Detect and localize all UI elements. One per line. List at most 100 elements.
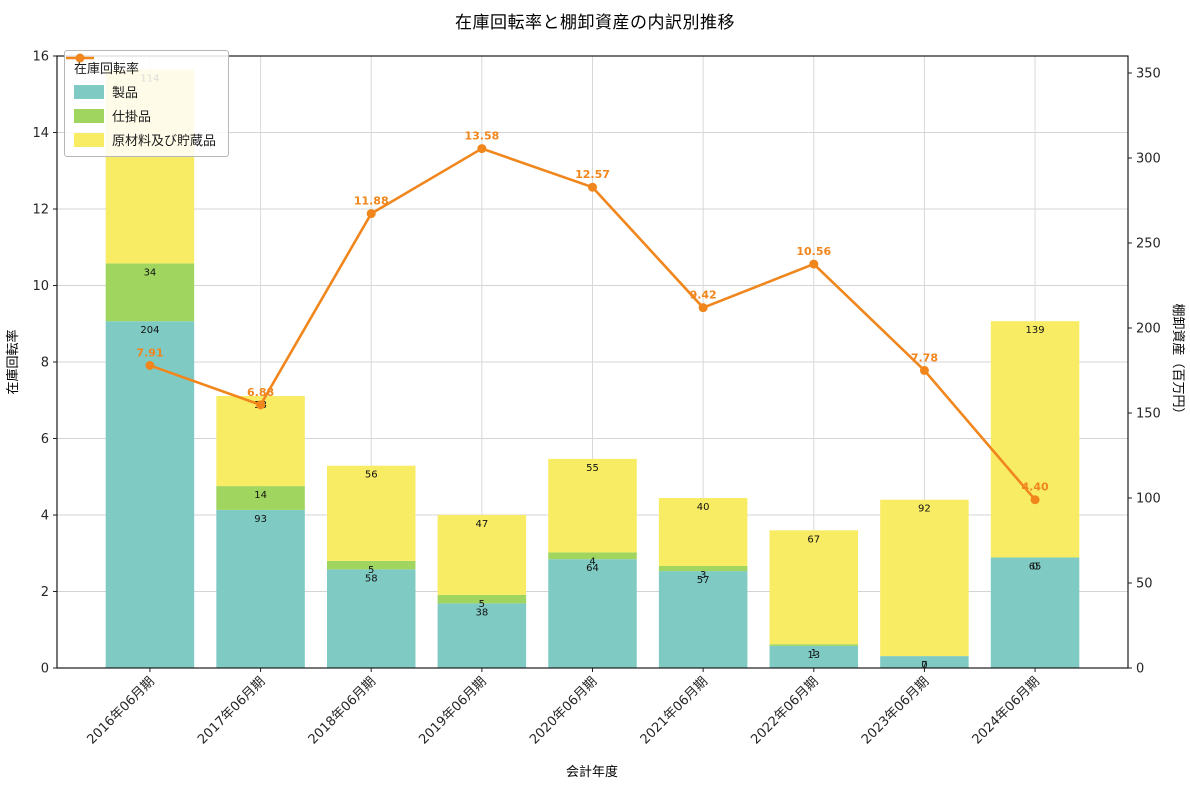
bar-segment [769,530,859,645]
x-axis-tick-label: 2016年06月期 [84,674,157,747]
line-marker [477,144,487,154]
x-axis-tick-label: 2017年06月期 [195,674,268,747]
line-value-label: 7.78 [911,351,938,364]
bar-segment [437,603,527,668]
left-axis-tick-label: 2 [41,585,49,600]
line-marker [366,209,376,219]
bar-segment [548,458,637,553]
left-axis-tick-label: 16 [32,50,49,65]
bar-value-label: 65 [1029,562,1042,573]
line-value-label: 12.57 [575,168,610,181]
right-axis-tick-label: 150 [1136,407,1161,422]
legend-item-series-0: 製品 [74,82,216,101]
line-marker [809,259,819,269]
left-axis-tick-label: 0 [41,662,49,677]
bar-value-label: 4 [589,556,595,567]
x-axis-tick-label: 2018年06月期 [306,674,379,747]
line-value-label: 10.56 [796,245,831,258]
left-axis-tick-label: 10 [32,279,49,294]
bar-value-label: 47 [475,519,488,530]
legend: 在庫回転率製品仕掛品原材料及び貯蔵品 [64,50,230,157]
bar-segment [105,263,195,322]
bar-value-label: 40 [697,502,710,513]
bar-value-label: 7 [921,660,927,671]
y-axis-title-right: 棚卸資産（百万円） [1170,303,1186,420]
x-axis-tick-label: 2021年06月期 [638,674,711,747]
bar-segment [990,321,1080,558]
bar-segment [216,509,305,668]
bar-value-label: 3 [700,570,706,581]
bar-value-label: 67 [807,534,820,545]
left-axis-tick-label: 6 [41,432,49,447]
bar-value-label: 34 [144,267,157,278]
bar-segment [769,644,859,646]
bar-value-label: 1 [811,648,817,659]
series-color-swatch [74,132,104,147]
y-axis-title-left: 在庫回転率 [5,329,21,394]
bar-value-label: 64 [586,563,599,574]
line-value-label: 13.58 [464,130,499,143]
line-marker [698,303,708,313]
left-axis-tick-label: 4 [41,509,49,524]
series-color-swatch [74,108,104,123]
bar-value-label: 204 [140,325,159,336]
bar-segment [326,465,416,561]
bar-segment [548,559,637,668]
bar-value-label: 55 [586,463,599,474]
x-axis-tick-label: 2024年06月期 [970,674,1043,747]
legend-label: 仕掛品 [112,110,152,125]
series-color-swatch [74,84,104,99]
bar-segment [990,557,1080,668]
right-axis-tick-label: 350 [1136,67,1161,82]
bar-value-label: 139 [1026,325,1045,336]
bar-segment [105,321,195,668]
bar-segment [658,498,748,566]
legend-item-turnover: 在庫回転率 [66,53,216,77]
line-marker [256,400,266,410]
bar-segment [548,552,637,560]
right-axis-tick-label: 250 [1136,237,1161,252]
bar-value-label: 5 [479,599,485,610]
line-value-label: 11.88 [354,195,389,208]
bar-segment [658,566,748,572]
bar-segment [326,560,416,570]
x-axis-title: 会計年度 [566,764,618,780]
right-axis-tick-label: 300 [1136,152,1161,167]
bar-value-label: 58 [365,573,378,584]
bar-value-label: 92 [918,504,931,515]
bar-value-label: 13 [807,650,820,661]
bar-value-label: 56 [365,470,378,481]
legend-item-series-2: 原材料及び貯蔵品 [74,130,216,149]
legend-label: 在庫回転率 [74,62,140,77]
right-axis-tick-label: 100 [1136,492,1161,507]
x-axis-tick-label: 2020年06月期 [527,674,600,747]
right-axis-tick-label: 50 [1136,577,1153,592]
line-marker [919,365,929,375]
legend-label: 製品 [112,86,139,101]
bar-value-label: 0 [1032,562,1038,573]
line-value-label: 9.42 [690,289,717,302]
legend-item-series-1: 仕掛品 [74,106,216,125]
bar-value-label: 93 [254,514,267,525]
turnover-line-swatch [66,53,94,63]
legend-label: 原材料及び貯蔵品 [112,134,217,149]
x-axis-tick-label: 2019年06月期 [416,674,489,747]
bar-segment [880,499,969,657]
line-marker [1030,495,1040,505]
bar-value-label: 5 [368,565,374,576]
line-value-label: 4.40 [1021,481,1048,494]
line-value-label: 6.88 [247,386,274,399]
chart-title: 在庫回転率と棚卸資産の内訳別推移 [455,13,735,33]
line-value-label: 7.91 [136,346,163,359]
bar-segment [658,571,748,668]
bar-segment [326,569,416,668]
left-axis-tick-label: 14 [32,126,49,141]
bar-segment [880,656,969,668]
bar-value-label: 14 [254,490,267,501]
bar-value-label: 57 [697,575,710,586]
bar-segment [769,645,859,668]
bar-value-label: 0 [921,660,927,671]
bar-segment [216,396,305,487]
x-axis-tick-label: 2023年06月期 [859,674,932,747]
